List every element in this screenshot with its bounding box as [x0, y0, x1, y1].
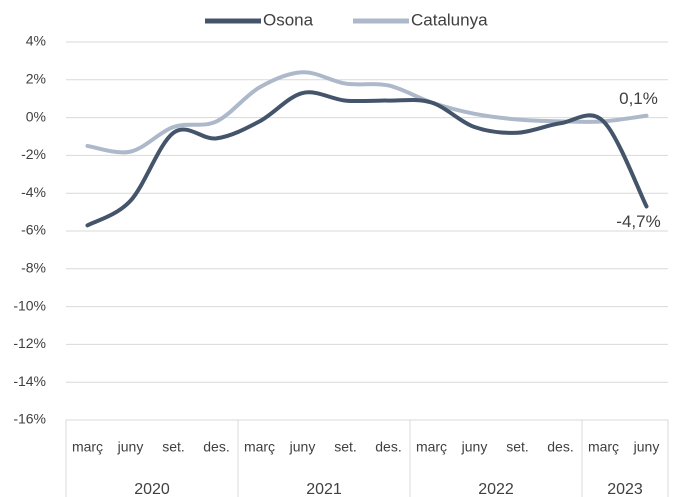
legend-label: Osona [263, 10, 314, 29]
data-label: -4,7% [616, 212, 660, 231]
y-tick-label: -2% [21, 146, 46, 162]
x-group-label: 2020 [134, 481, 170, 497]
x-tick-label: set. [162, 439, 185, 455]
x-tick-label: des. [203, 439, 229, 455]
series-line [85, 90, 649, 228]
x-group-label: 2022 [478, 481, 514, 497]
y-tick-label: -12% [13, 335, 46, 351]
y-tick-label: -4% [21, 184, 46, 200]
x-tick-label: set. [506, 439, 529, 455]
x-tick-label: març [588, 439, 619, 455]
x-group-label: 2023 [607, 481, 643, 497]
y-tick-label: -14% [13, 373, 46, 389]
x-tick-label: set. [334, 439, 357, 455]
y-tick-label: -8% [21, 260, 46, 276]
x-tick-label: des. [547, 439, 573, 455]
series-line [85, 70, 649, 155]
x-tick-label: març [72, 439, 103, 455]
y-tick-label: 0% [26, 108, 46, 124]
y-tick-label: 2% [26, 71, 46, 87]
data-label: 0,1% [619, 89, 658, 108]
legend-label: Catalunya [411, 10, 488, 29]
x-tick-label: març [416, 439, 447, 455]
x-tick-label: juny [289, 439, 316, 455]
x-tick-label: juny [461, 439, 488, 455]
y-tick-label: -10% [13, 297, 46, 313]
x-tick-label: des. [375, 439, 401, 455]
x-group-label: 2021 [306, 481, 342, 497]
x-tick-label: març [244, 439, 275, 455]
y-tick-label: -6% [21, 222, 46, 238]
x-tick-label: juny [117, 439, 144, 455]
y-tick-label: -16% [13, 411, 46, 427]
x-tick-label: juny [633, 439, 660, 455]
y-tick-label: 4% [26, 33, 46, 49]
